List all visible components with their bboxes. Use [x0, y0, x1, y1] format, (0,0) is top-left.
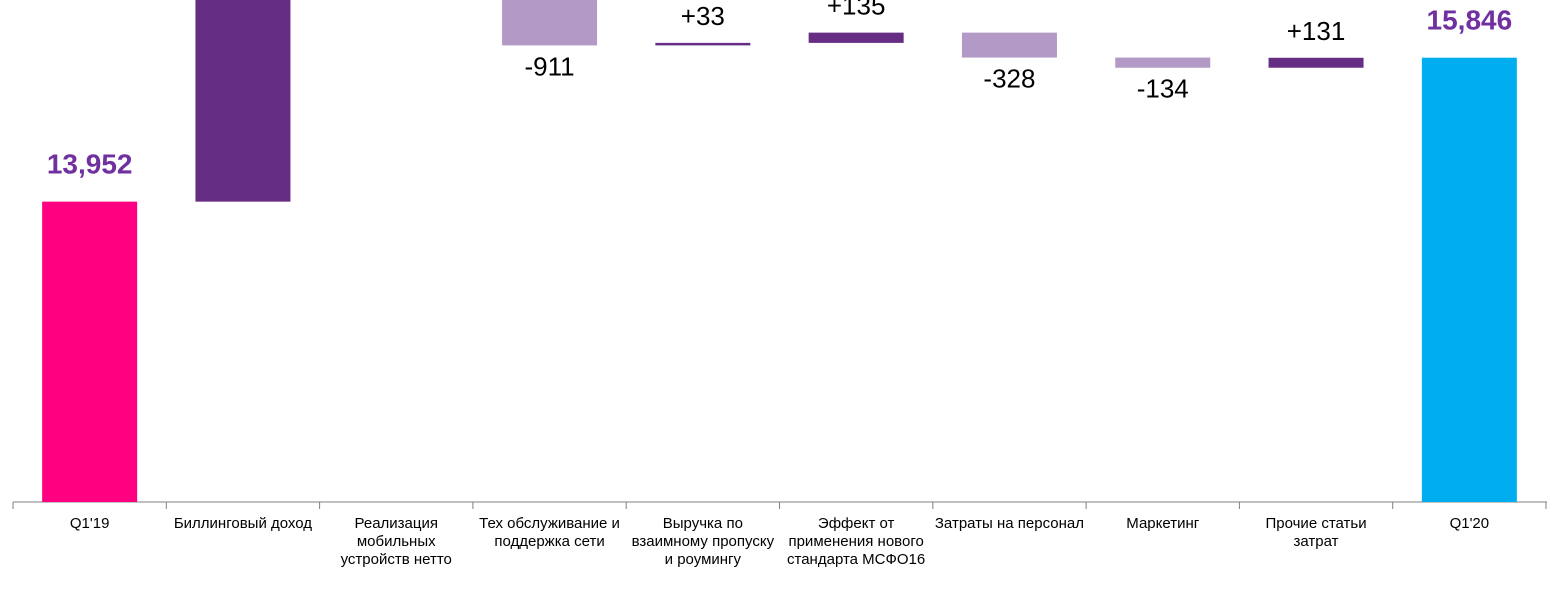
x-axis-ticks: [12, 502, 1547, 509]
data-label-4: -911: [524, 51, 574, 81]
category-label-4: Тех обслуживание и поддержка сети: [479, 515, 620, 550]
data-label-8: -134: [1137, 74, 1189, 104]
category-label-9: Прочие статьи затрат: [1265, 515, 1367, 550]
category-label-5: Выручка по взаимному пропуску и роумингу: [631, 515, 775, 568]
category-label-10: Q1'20: [1449, 515, 1490, 532]
category-label-3: Реализация мобильных устройств нетто: [340, 515, 452, 568]
bar-6: [808, 32, 904, 43]
bar-9: [1268, 57, 1364, 68]
bar-8: [1115, 57, 1211, 68]
category-label-8: Маркетинг: [1126, 515, 1200, 532]
data-label-6: +135: [827, 0, 886, 21]
data-label-7: -328: [983, 64, 1035, 94]
category-label-6: Эффект от применения нового стандарта МС…: [787, 515, 926, 568]
bar-5: [655, 42, 751, 46]
bar-4: [502, 0, 598, 46]
bar-7: [961, 32, 1057, 58]
bar-2: [195, 0, 291, 202]
data-label-10: 15,846: [1427, 5, 1513, 36]
bars-group: [42, 0, 1517, 502]
data-label-9: +131: [1287, 16, 1346, 46]
bar-1: [42, 201, 138, 502]
data-labels-group: 13,952+2,918+49-911+33+135-328-134+13115…: [47, 0, 1512, 180]
bar-10: [1421, 57, 1517, 502]
data-label-5: +33: [681, 1, 725, 31]
category-label-1: Q1'19: [69, 515, 110, 532]
data-label-1: 13,952: [47, 149, 133, 180]
category-label-7: Затраты на персонал: [934, 515, 1084, 532]
category-label-2: Биллинговый доход: [173, 515, 313, 532]
